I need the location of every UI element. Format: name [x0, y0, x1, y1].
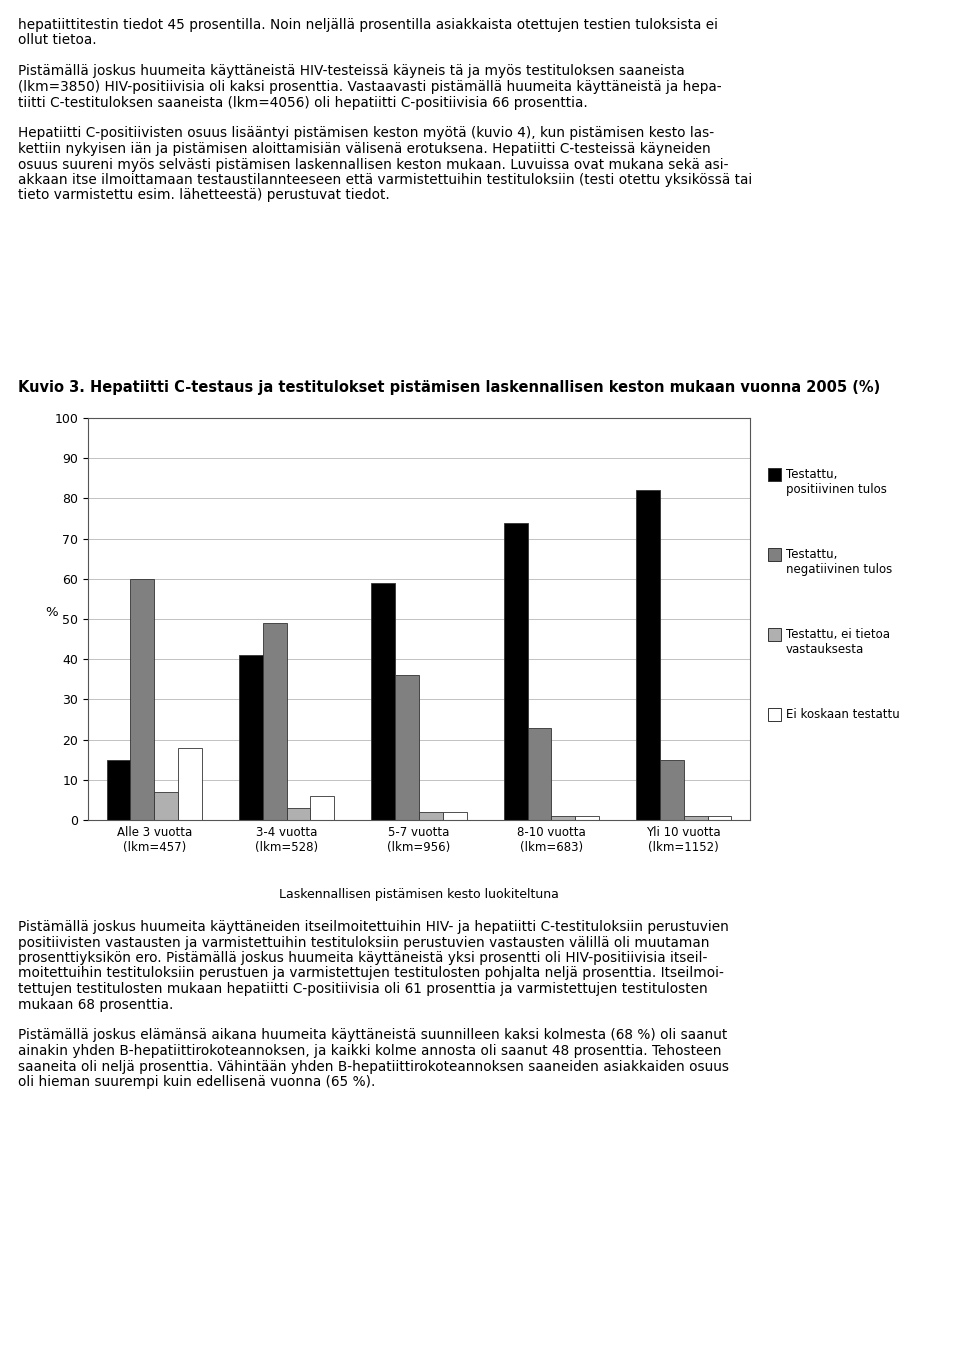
Bar	[551, 816, 575, 820]
Text: saaneita oli neljä prosenttia. Vähintään yhden B-hepatiittirokoteannoksen saanei: saaneita oli neljä prosenttia. Vähintään…	[18, 1059, 729, 1073]
Text: prosenttiyksikön ero. Pistämällä joskus huumeita käyttäneistä yksi prosentti oli: prosenttiyksikön ero. Pistämällä joskus …	[18, 951, 708, 965]
Bar	[443, 812, 467, 820]
Text: positiivisten vastausten ja varmistettuihin testituloksiin perustuvien vastauste: positiivisten vastausten ja varmistettui…	[18, 936, 709, 949]
Text: (lkm=3850) HIV-positiivisia oli kaksi prosenttia. Vastaavasti pistämällä huumeit: (lkm=3850) HIV-positiivisia oli kaksi pr…	[18, 80, 722, 95]
Text: ollut tietoa.: ollut tietoa.	[18, 33, 97, 48]
Text: mukaan 68 prosenttia.: mukaan 68 prosenttia.	[18, 997, 174, 1011]
Bar	[239, 656, 263, 820]
Bar	[131, 579, 155, 820]
Text: hepatiittitestin tiedot 45 prosentilla. Noin neljällä prosentilla asiakkaista ot: hepatiittitestin tiedot 45 prosentilla. …	[18, 18, 718, 32]
Bar	[575, 816, 599, 820]
Bar	[504, 523, 528, 820]
Text: oli hieman suurempi kuin edellisenä vuonna (65 %).: oli hieman suurempi kuin edellisenä vuon…	[18, 1076, 375, 1089]
Bar	[684, 816, 708, 820]
Bar	[310, 796, 334, 820]
Text: tieto varmistettu esim. lähetteestä) perustuvat tiedot.: tieto varmistettu esim. lähetteestä) per…	[18, 188, 390, 203]
Text: Pistämällä joskus huumeita käyttäneiden itseilmoitettuihin HIV- ja hepatiitti C-: Pistämällä joskus huumeita käyttäneiden …	[18, 921, 729, 934]
Bar	[372, 583, 396, 820]
Text: Pistämällä joskus elämänsä aikana huumeita käyttäneistä suunnilleen kaksi kolmes: Pistämällä joskus elämänsä aikana huumei…	[18, 1029, 728, 1043]
Bar	[178, 748, 202, 820]
Text: Hepatiitti C-positiivisten osuus lisääntyi pistämisen keston myötä (kuvio 4), ku: Hepatiitti C-positiivisten osuus lisäänt…	[18, 126, 714, 140]
Text: Testattu,
positiivinen tulos: Testattu, positiivinen tulos	[786, 468, 887, 497]
Text: tiitti C-testituloksen saaneista (lkm=4056) oli hepatiitti C-positiivisia 66 pro: tiitti C-testituloksen saaneista (lkm=40…	[18, 96, 588, 110]
Bar	[636, 490, 660, 820]
Text: Testattu,
negatiivinen tulos: Testattu, negatiivinen tulos	[786, 547, 892, 576]
Text: osuus suureni myös selvästi pistämisen laskennallisen keston mukaan. Luvuissa ov: osuus suureni myös selvästi pistämisen l…	[18, 158, 729, 172]
Bar	[660, 760, 684, 820]
Y-axis label: %: %	[45, 606, 58, 619]
Bar	[396, 675, 419, 820]
Bar	[107, 760, 131, 820]
Bar	[528, 727, 551, 820]
Text: Ei koskaan testattu: Ei koskaan testattu	[786, 708, 900, 722]
Text: akkaan itse ilmoittamaan testaustilannteeseen että varmistettuihin testituloksii: akkaan itse ilmoittamaan testaustilannte…	[18, 173, 753, 187]
Text: kettiin nykyisen iän ja pistämisen aloittamisiän välisenä erotuksena. Hepatiitti: kettiin nykyisen iän ja pistämisen aloit…	[18, 141, 710, 156]
Text: Testattu, ei tietoa
vastauksesta: Testattu, ei tietoa vastauksesta	[786, 628, 890, 656]
Text: Pistämällä joskus huumeita käyttäneistä HIV-testeissä käyneis tä ja myös testitu: Pistämällä joskus huumeita käyttäneistä …	[18, 64, 684, 78]
Bar	[263, 623, 287, 820]
Bar	[708, 816, 732, 820]
Bar	[287, 808, 310, 820]
Text: Kuvio 3. Hepatiitti C-testaus ja testitulokset pistämisen laskennallisen keston : Kuvio 3. Hepatiitti C-testaus ja testitu…	[18, 380, 880, 395]
Text: tettujen testitulosten mukaan hepatiitti C-positiivisia oli 61 prosenttia ja var: tettujen testitulosten mukaan hepatiitti…	[18, 982, 708, 996]
Bar	[155, 792, 178, 820]
Text: Laskennallisen pistämisen kesto luokiteltuna: Laskennallisen pistämisen kesto luokitel…	[279, 888, 559, 901]
Text: ainakin yhden B-hepatiittirokoteannoksen, ja kaikki kolme annosta oli saanut 48 : ainakin yhden B-hepatiittirokoteannoksen…	[18, 1044, 722, 1058]
Bar	[419, 812, 443, 820]
Text: moitettuihin testituloksiin perustuen ja varmistettujen testitulosten pohjalta n: moitettuihin testituloksiin perustuen ja…	[18, 966, 724, 981]
